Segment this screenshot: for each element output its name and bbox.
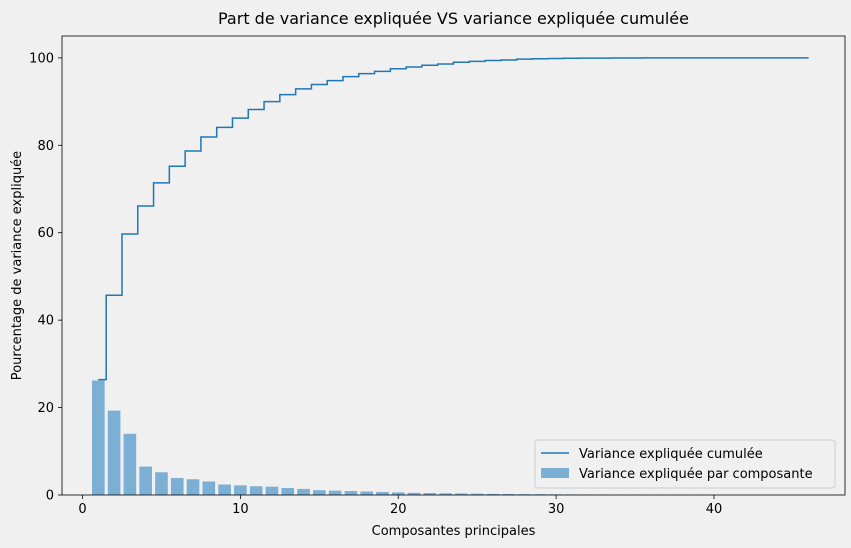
bar-component-23 (439, 493, 452, 495)
legend-label-per-component: Variance expliquée par composante (579, 467, 813, 482)
legend: Variance expliquée cumulée Variance expl… (534, 439, 836, 489)
bar-component-3 (123, 433, 137, 495)
legend-label-cumulative: Variance expliquée cumulée (579, 447, 763, 462)
x-tick-label: 10 (232, 502, 249, 517)
bar-component-13 (281, 488, 295, 495)
y-tick-label: 80 (37, 139, 54, 154)
bar-component-6 (170, 477, 184, 495)
x-axis-label: Composantes principales (372, 524, 536, 539)
bar-component-20 (391, 492, 405, 495)
x-ticks: 0 10 20 30 40 (78, 495, 722, 517)
bar-component-1 (91, 380, 105, 495)
bar-component-12 (265, 486, 279, 495)
bar-component-21 (407, 492, 421, 495)
bar-component-14 (297, 488, 310, 495)
y-tick-label: 0 (46, 489, 54, 504)
y-tick-label: 60 (37, 226, 54, 241)
bar-component-2 (107, 410, 121, 495)
bar-component-15 (313, 490, 326, 495)
bar-component-25 (470, 493, 484, 495)
y-tick-label: 40 (37, 314, 54, 329)
bar-component-24 (455, 493, 468, 495)
bar-component-11 (249, 486, 263, 495)
bar-component-16 (328, 490, 342, 495)
bar-component-18 (360, 491, 373, 495)
cumulative-variance-step-line (98, 57, 809, 381)
legend-box (534, 439, 836, 489)
bar-component-26 (486, 493, 500, 495)
y-tick-label: 20 (37, 401, 54, 416)
bar-component-4 (139, 466, 152, 495)
y-tick-label: 100 (29, 51, 54, 66)
bars-group (91, 380, 816, 495)
bar-component-7 (186, 479, 200, 495)
x-tick-label: 40 (706, 502, 723, 517)
bar-component-19 (376, 491, 389, 495)
plot-area: 0 10 20 30 40 0 20 40 60 80 100 (29, 35, 846, 517)
y-axis-label: Pourcentage de variance expliquée (10, 151, 25, 380)
bar-component-22 (423, 493, 437, 495)
legend-bar-swatch (541, 468, 569, 478)
chart-title: Part de variance expliquée VS variance e… (218, 9, 689, 28)
bar-component-17 (344, 491, 358, 495)
bar-component-28 (518, 494, 531, 495)
axes-background (62, 36, 845, 495)
x-tick-label: 30 (548, 502, 565, 517)
x-tick-label: 20 (390, 502, 407, 517)
bar-component-9 (218, 484, 231, 495)
bar-component-8 (202, 481, 216, 495)
bar-component-10 (234, 485, 247, 495)
bar-component-27 (502, 494, 516, 495)
bar-component-5 (155, 472, 168, 495)
y-ticks: 0 20 40 60 80 100 (29, 51, 62, 504)
axes-frame (61, 35, 846, 496)
x-tick-label: 0 (78, 502, 86, 517)
